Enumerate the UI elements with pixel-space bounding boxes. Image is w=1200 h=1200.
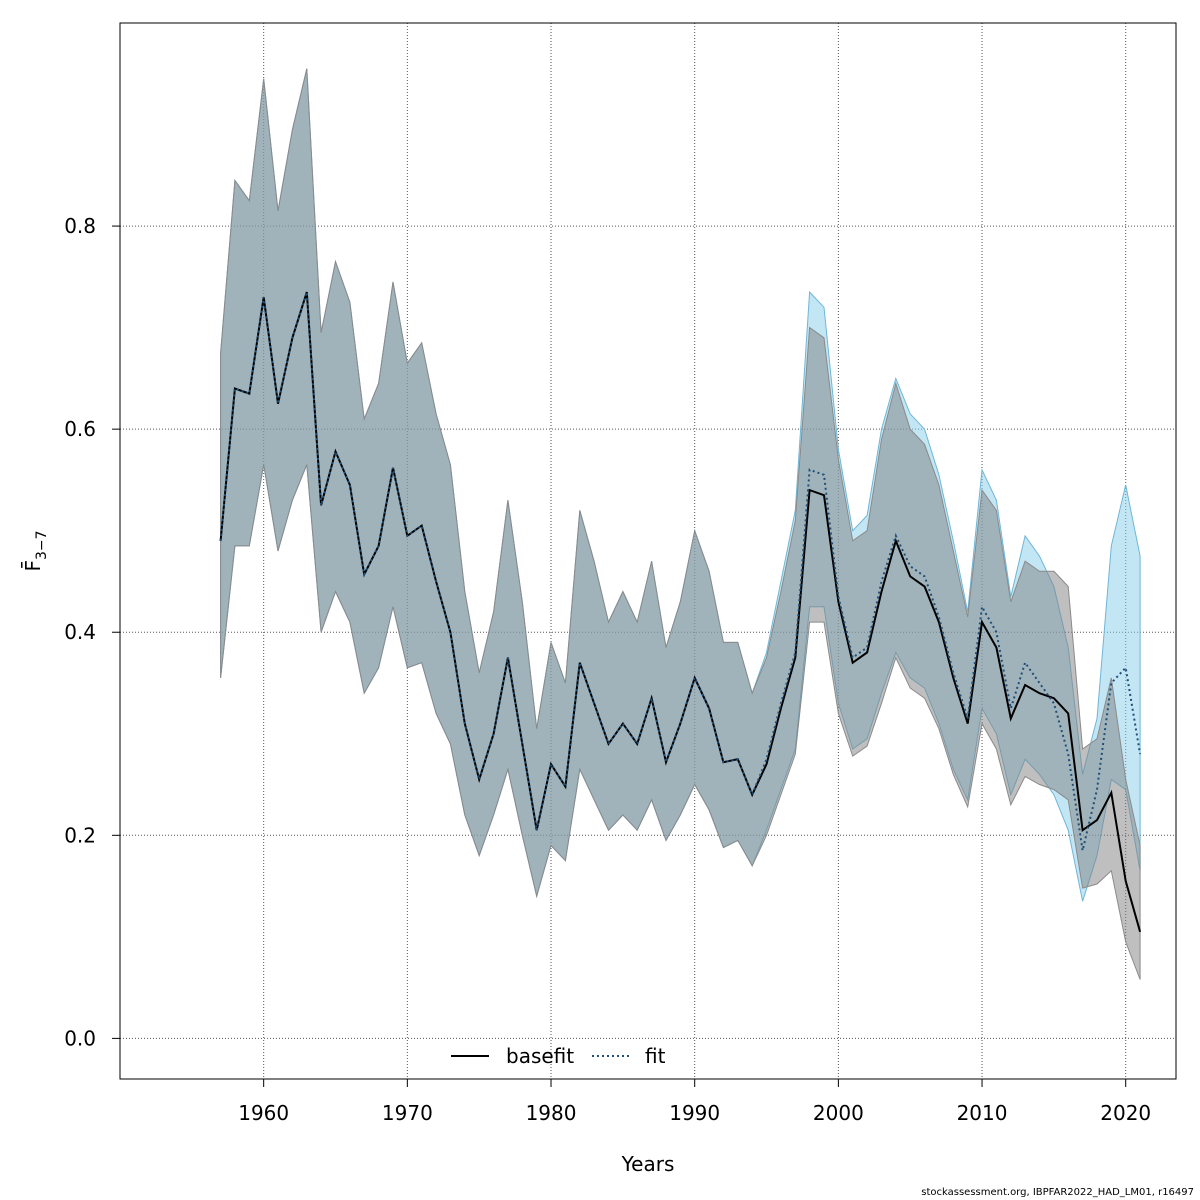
x-axis-title: Years xyxy=(621,1152,675,1176)
y-tick-label-2: 0.4 xyxy=(64,620,96,644)
x-tick-label-1990: 1990 xyxy=(669,1101,720,1125)
y-tick-label-4: 0.8 xyxy=(64,214,96,238)
legend-fit-label: fit xyxy=(645,1044,666,1068)
svg-text:F̄3−7: F̄3−7 xyxy=(20,530,50,571)
y-axis: 0.0 0.2 0.4 0.6 0.8 xyxy=(64,214,120,1050)
series-line-fit xyxy=(219,291,1142,851)
y-axis-title-main: F̄ xyxy=(20,560,45,572)
y-axis-title: F̄3−7 xyxy=(20,530,50,571)
y-tick-label-0: 0.0 xyxy=(64,1026,96,1050)
x-tick-label-2000: 2000 xyxy=(813,1101,864,1125)
x-tick-label-2010: 2010 xyxy=(957,1101,1008,1125)
confidence-bands xyxy=(220,68,1141,980)
y-tick-label-1: 0.2 xyxy=(64,823,96,847)
x-axis: 1960 1970 1980 1990 2000 2010 2020 xyxy=(238,1079,1151,1125)
legend-basefit-label: basefit xyxy=(506,1044,574,1068)
y-axis-title-subscript: 3−7 xyxy=(34,530,50,560)
x-tick-label-1960: 1960 xyxy=(238,1101,289,1125)
x-tick-label-1980: 1980 xyxy=(526,1101,577,1125)
series-lines xyxy=(219,291,1142,933)
x-tick-label-2020: 2020 xyxy=(1100,1101,1151,1125)
footer-credit: stockassessment.org, IBPFAR2022_HAD_LM01… xyxy=(921,1187,1194,1198)
y-tick-label-3: 0.6 xyxy=(64,417,96,441)
plot-frame xyxy=(119,22,1177,1080)
legend: basefit fit xyxy=(451,1044,666,1068)
x-tick-label-1970: 1970 xyxy=(382,1101,433,1125)
band-basefit xyxy=(220,68,1141,980)
